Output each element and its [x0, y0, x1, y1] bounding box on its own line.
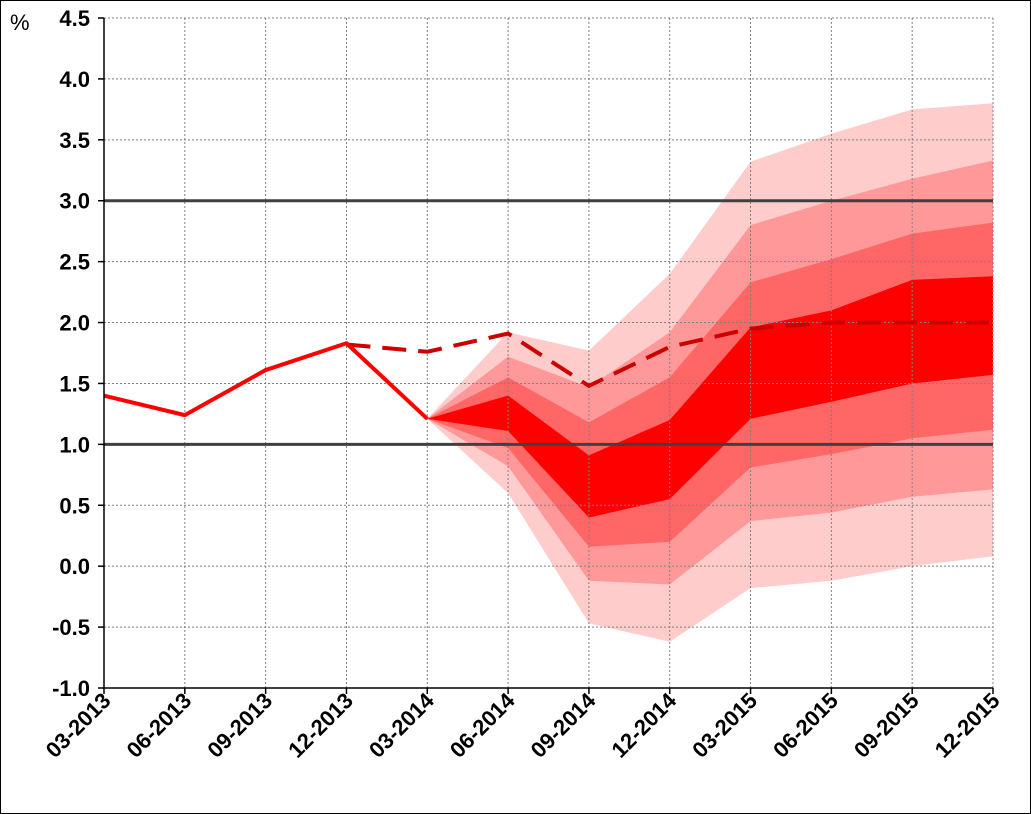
fan-band-4 [427, 276, 994, 518]
fan-bands [427, 103, 994, 642]
y-tick-label: 1.0 [59, 432, 90, 457]
y-tick-label: 3.0 [59, 189, 90, 214]
y-tick-label: 2.5 [59, 250, 90, 275]
y-tick-label: 4.5 [59, 6, 90, 31]
y-tick-label: -1.0 [52, 676, 90, 701]
actual-inflation-line [103, 341, 429, 421]
y-tick-label: 1.5 [59, 371, 90, 396]
tolerance-lines [104, 199, 993, 446]
series-lines [103, 320, 993, 421]
y-tick-label: 3.5 [59, 128, 90, 153]
previous-forecast-line [346, 320, 993, 389]
y-tick-label: 0.5 [59, 493, 90, 518]
y-tick-label: 2.0 [59, 311, 90, 336]
y-tick-label: 4.0 [59, 67, 90, 92]
y-tick-label: 0.0 [59, 554, 90, 579]
y-tick-label: -0.5 [52, 615, 90, 640]
y-unit-label: % [10, 10, 30, 35]
